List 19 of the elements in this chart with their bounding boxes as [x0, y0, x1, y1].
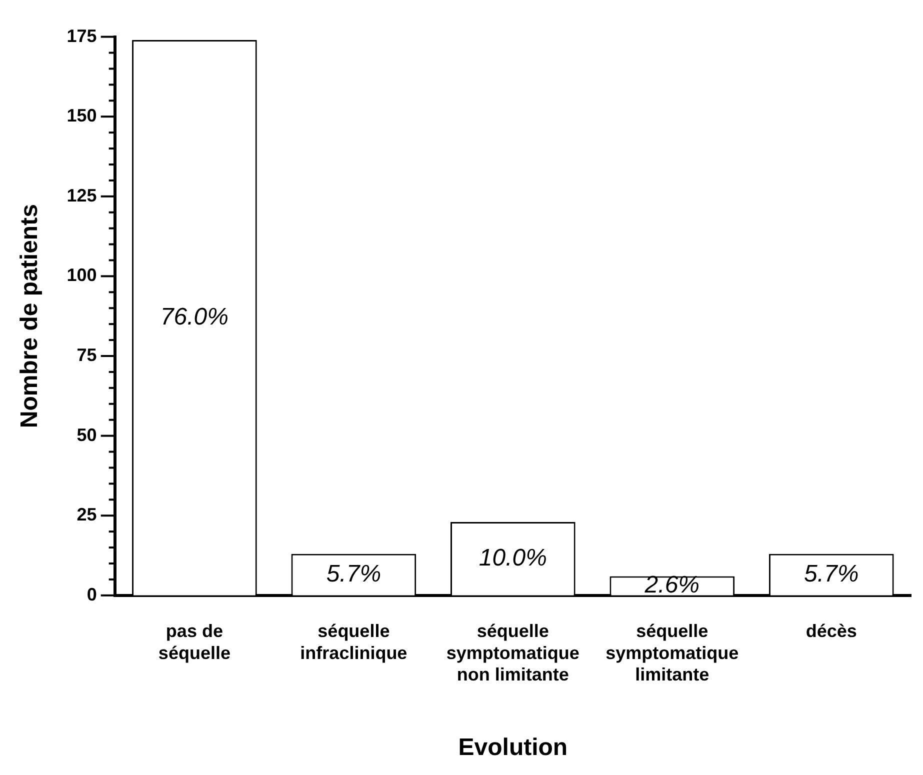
y-tick-label: 75 [76, 344, 97, 365]
x-tick-label: séquelle symptomatique non limitante [446, 621, 580, 684]
annotation: 5.7% [326, 560, 382, 588]
x-tick-label: séquelle symptomatique limitante [606, 621, 739, 684]
x-tick-label: pas de séquelle [158, 621, 230, 663]
x-tick-label: séquelle infraclinique [300, 621, 408, 663]
x-axis-title: Evolution [458, 734, 568, 762]
x-tick-label: décès [806, 621, 857, 642]
y-tick-label: 0 [86, 584, 97, 604]
y-tick-label: 50 [76, 424, 97, 445]
y-tick-label: 175 [66, 26, 97, 46]
y-tick-label: 150 [66, 106, 97, 126]
y-tick-label: 25 [76, 504, 97, 525]
y-tick-label: 100 [66, 265, 97, 286]
annotation: 76.0% [160, 303, 228, 330]
y-tick-label: 125 [66, 185, 97, 206]
annotation: 10.0% [478, 544, 547, 572]
y-axis-title: Nombre de patients [16, 204, 44, 428]
annotation: 5.7% [804, 560, 859, 588]
